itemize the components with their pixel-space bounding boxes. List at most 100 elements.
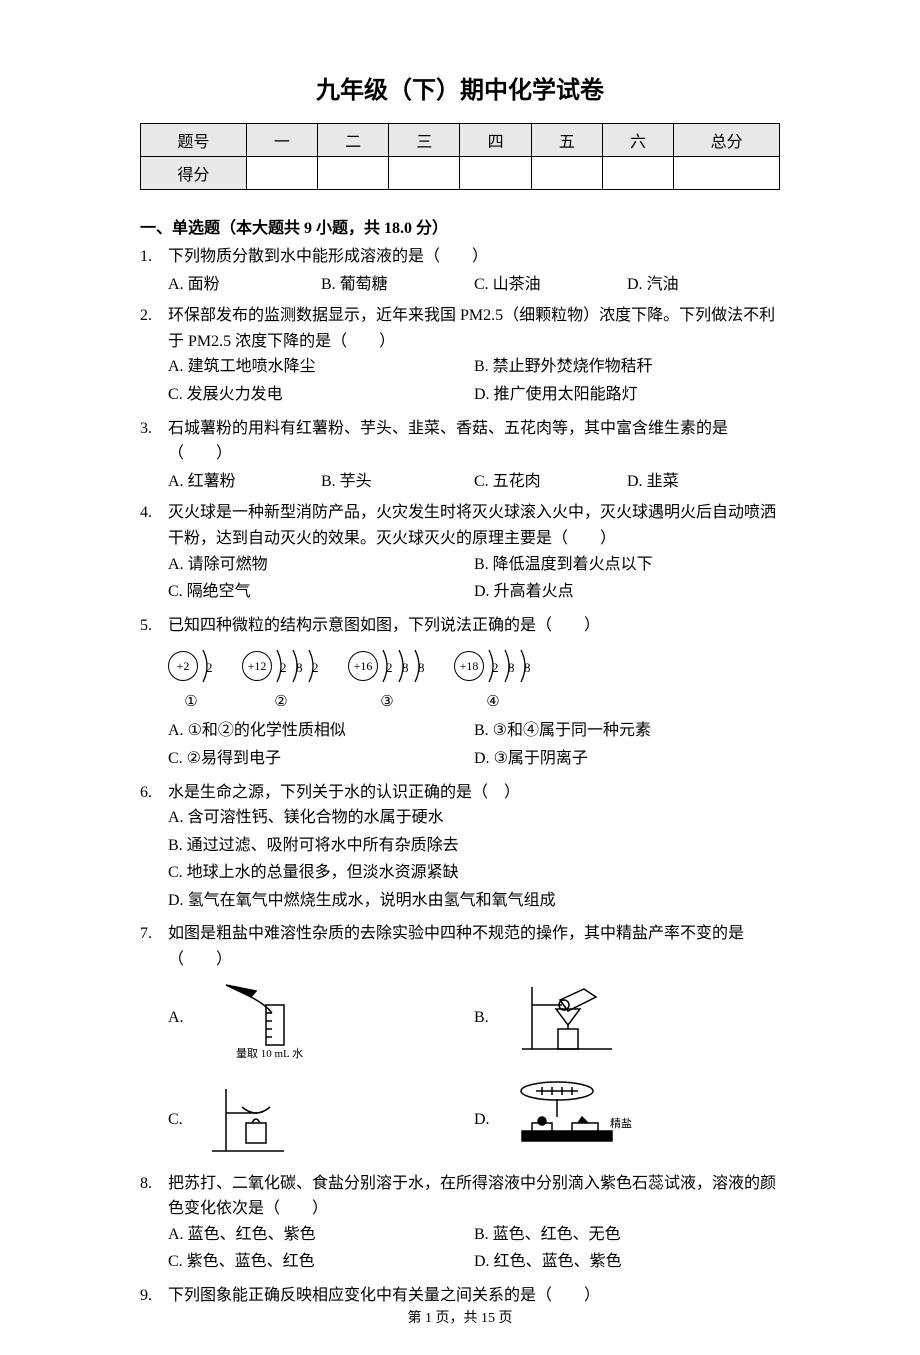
option: D.氢气在氧气中燃烧生成水，说明水由氢气和氧气组成 bbox=[168, 888, 780, 914]
option-text: 升高着火点 bbox=[494, 583, 574, 600]
shell-electron-count: 2 bbox=[386, 658, 393, 679]
option-text: 通过过滤、吸附可将水中所有杂质除去 bbox=[187, 837, 459, 854]
option-text: 芋头 bbox=[340, 473, 372, 490]
question: 4.灭火球是一种新型消防产品，火灾发生时将灭火球滚入火中，灭火球遇明火后自动喷洒… bbox=[140, 500, 780, 606]
option-label: A. bbox=[168, 473, 184, 490]
option-text: 韭菜 bbox=[647, 473, 679, 490]
options: A.①和②的化学性质相似B.③和④属于同一种元素C.②易得到电子D.③属于阴离子 bbox=[168, 718, 780, 773]
option-text: 五花肉 bbox=[493, 473, 541, 490]
option-label: C. bbox=[474, 276, 489, 293]
atom-diagram: +18288④ bbox=[454, 646, 532, 714]
score-cell bbox=[246, 157, 317, 190]
option-text: 红薯粉 bbox=[188, 473, 236, 490]
question-stem: 如图是粗盐中难溶性杂质的去除实验中四种不规范的操作，其中精盐产率不变的是（ ） bbox=[168, 921, 780, 972]
option-label: B. bbox=[474, 556, 489, 573]
experiment-figure bbox=[196, 1075, 336, 1165]
option: A.蓝色、红色、紫色 bbox=[168, 1222, 474, 1248]
question-number: 3. bbox=[140, 416, 168, 495]
option-label: A. bbox=[168, 1226, 184, 1243]
option-label: A. bbox=[168, 722, 184, 739]
option-text: ③和④属于同一种元素 bbox=[493, 722, 651, 739]
option: A.建筑工地喷水降尘 bbox=[168, 354, 474, 380]
option-text: ③属于阴离子 bbox=[494, 750, 588, 767]
option: B. bbox=[474, 973, 780, 1063]
nucleus: +2 bbox=[168, 651, 198, 681]
question-stem: 已知四种微粒的结构示意图如图，下列说法正确的是（ ） bbox=[168, 613, 780, 639]
option: B.禁止野外焚烧作物秸秆 bbox=[474, 354, 780, 380]
atom-diagram: +12282② bbox=[242, 646, 320, 714]
option: B.芋头 bbox=[321, 469, 474, 495]
option-label: D. bbox=[627, 473, 643, 490]
atom-label: ④ bbox=[486, 690, 499, 714]
option-label: C. bbox=[168, 1107, 192, 1133]
option-label: B. bbox=[321, 276, 336, 293]
question: 2.环保部发布的监测数据显示，近年来我国 PM2.5（细颗粒物）浓度下降。下列做… bbox=[140, 303, 780, 409]
option-label: B. bbox=[474, 358, 489, 375]
question: 9.下列图象能正确反映相应变化中有关量之间关系的是（ ） bbox=[140, 1283, 780, 1309]
options: A.量取 10 mL 水B.C.D.精盐 bbox=[168, 973, 780, 1165]
option-label: C. bbox=[474, 473, 489, 490]
header-cell: 四 bbox=[460, 124, 531, 157]
nucleus: +18 bbox=[454, 651, 484, 681]
page-title: 九年级（下）期中化学试卷 bbox=[140, 70, 780, 105]
score-cell bbox=[389, 157, 460, 190]
option-label: B. bbox=[474, 1005, 498, 1031]
question: 5.已知四种微粒的结构示意图如图，下列说法正确的是（ ）+22①+12282②+… bbox=[140, 613, 780, 774]
header-cell: 六 bbox=[602, 124, 673, 157]
shell-electron-count: 8 bbox=[418, 658, 425, 679]
question-number: 6. bbox=[140, 780, 168, 916]
option-label: D. bbox=[474, 1253, 490, 1270]
question-number: 4. bbox=[140, 500, 168, 606]
option: B.③和④属于同一种元素 bbox=[474, 718, 780, 744]
option: C.隔绝空气 bbox=[168, 579, 474, 605]
option: A.量取 10 mL 水 bbox=[168, 973, 474, 1063]
question: 8.把苏打、二氧化碳、食盐分别溶于水，在所得溶液中分别滴入紫色石蕊试液，溶液的颜… bbox=[140, 1171, 780, 1277]
option: B.蓝色、红色、无色 bbox=[474, 1222, 780, 1248]
shell-electron-count: 8 bbox=[508, 658, 515, 679]
atom-label: ① bbox=[184, 690, 197, 714]
question: 6.水是生命之源，下列关于水的认识正确的是（ ）A.含可溶性钙、镁化合物的水属于… bbox=[140, 780, 780, 916]
header-cell: 总分 bbox=[674, 124, 780, 157]
question-stem: 灭火球是一种新型消防产品，火灾发生时将灭火球滚入火中，灭火球遇明火后自动喷洒干粉… bbox=[168, 500, 780, 551]
question-stem: 把苏打、二氧化碳、食盐分别溶于水，在所得溶液中分别滴入紫色石蕊试液，溶液的颜色变… bbox=[168, 1171, 780, 1222]
option-label: A. bbox=[168, 1005, 192, 1031]
score-cell bbox=[531, 157, 602, 190]
option-text: 建筑工地喷水降尘 bbox=[188, 358, 316, 375]
atom-diagram: +16288③ bbox=[348, 646, 426, 714]
score-cell bbox=[318, 157, 389, 190]
score-table: 题号 一 二 三 四 五 六 总分 得分 bbox=[140, 123, 780, 190]
question-stem: 环保部发布的监测数据显示，近年来我国 PM2.5（细颗粒物）浓度下降。下列做法不… bbox=[168, 303, 780, 354]
svg-text:精盐: 精盐 bbox=[610, 1117, 632, 1130]
option: C. bbox=[168, 1075, 474, 1165]
option-text: 推广使用太阳能路灯 bbox=[494, 386, 638, 403]
row-label: 得分 bbox=[141, 157, 247, 190]
atom-label: ② bbox=[274, 690, 287, 714]
option: D.韭菜 bbox=[627, 469, 780, 495]
options: A.建筑工地喷水降尘B.禁止野外焚烧作物秸秆C.发展火力发电D.推广使用太阳能路… bbox=[168, 354, 780, 409]
option-label: D. bbox=[627, 276, 643, 293]
option-text: 红色、蓝色、紫色 bbox=[494, 1253, 622, 1270]
option-text: 氢气在氧气中燃烧生成水，说明水由氢气和氧气组成 bbox=[188, 892, 556, 909]
option-label: B. bbox=[321, 473, 336, 490]
option: D.③属于阴离子 bbox=[474, 746, 780, 772]
option-label: A. bbox=[168, 809, 184, 826]
question-number: 1. bbox=[140, 244, 168, 297]
atom-label: ③ bbox=[380, 690, 393, 714]
experiment-figure bbox=[502, 973, 642, 1063]
option: D.精盐 bbox=[474, 1075, 780, 1165]
option-label: B. bbox=[474, 722, 489, 739]
option-label: B. bbox=[168, 837, 183, 854]
header-cell: 三 bbox=[389, 124, 460, 157]
atom-diagram-row: +22①+12282②+16288③+18288④ bbox=[168, 638, 780, 718]
option-label: A. bbox=[168, 358, 184, 375]
score-table-score-row: 得分 bbox=[141, 157, 780, 190]
experiment-figure: 量取 10 mL 水 bbox=[196, 973, 336, 1063]
option: B.葡萄糖 bbox=[321, 272, 474, 298]
option-label: A. bbox=[168, 556, 184, 573]
shell-electron-count: 2 bbox=[312, 658, 319, 679]
option-label: C. bbox=[168, 864, 183, 881]
header-cell: 五 bbox=[531, 124, 602, 157]
option: B.通过过滤、吸附可将水中所有杂质除去 bbox=[168, 833, 780, 859]
header-cell: 一 bbox=[246, 124, 317, 157]
question: 1.下列物质分散到水中能形成溶液的是（ ）A.面粉B.葡萄糖C.山茶油D.汽油 bbox=[140, 244, 780, 297]
